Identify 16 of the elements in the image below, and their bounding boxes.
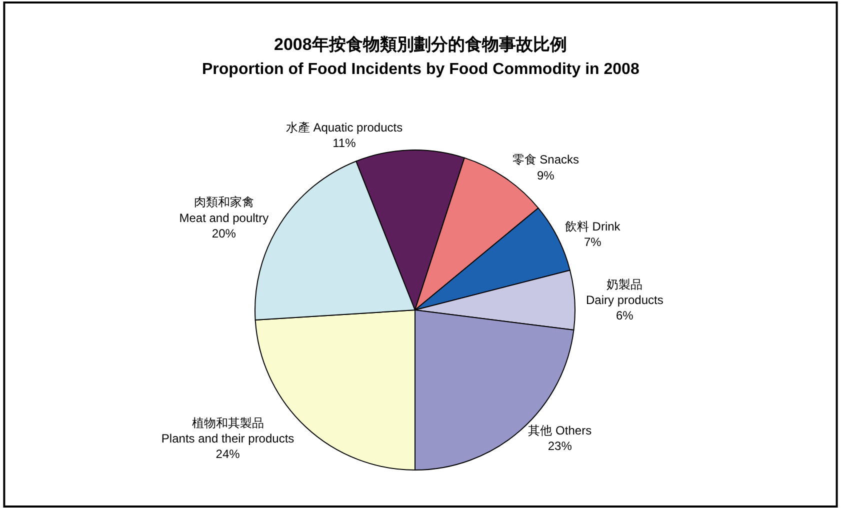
slice-label: 奶製品 Dairy products (586, 277, 664, 307)
slice-label: 零食 Snacks (512, 152, 580, 167)
data-label: 9% (537, 168, 555, 182)
data-label: 7% (584, 235, 602, 250)
slice-label: 肉類和家禽 Meat and poultry (179, 195, 269, 225)
chart-title: 2008年按食物類別劃分的食物事故比例 (274, 35, 567, 54)
data-label: 23% (548, 439, 572, 454)
slice-label: 其他 Others (528, 424, 592, 438)
data-label: 20% (212, 226, 236, 240)
data-label: 24% (216, 447, 240, 462)
chart-subtitle: Proportion of Food Incidents by Food Commodity in 2008 (202, 61, 640, 78)
data-label: 6% (616, 308, 634, 322)
slice-label: 植物和其製品 Plants and their products (161, 416, 294, 446)
data-label: 11% (332, 136, 356, 150)
slice-label: 飲料 Drink (564, 220, 622, 234)
slice-label: 水產 Aquatic products (286, 120, 403, 134)
